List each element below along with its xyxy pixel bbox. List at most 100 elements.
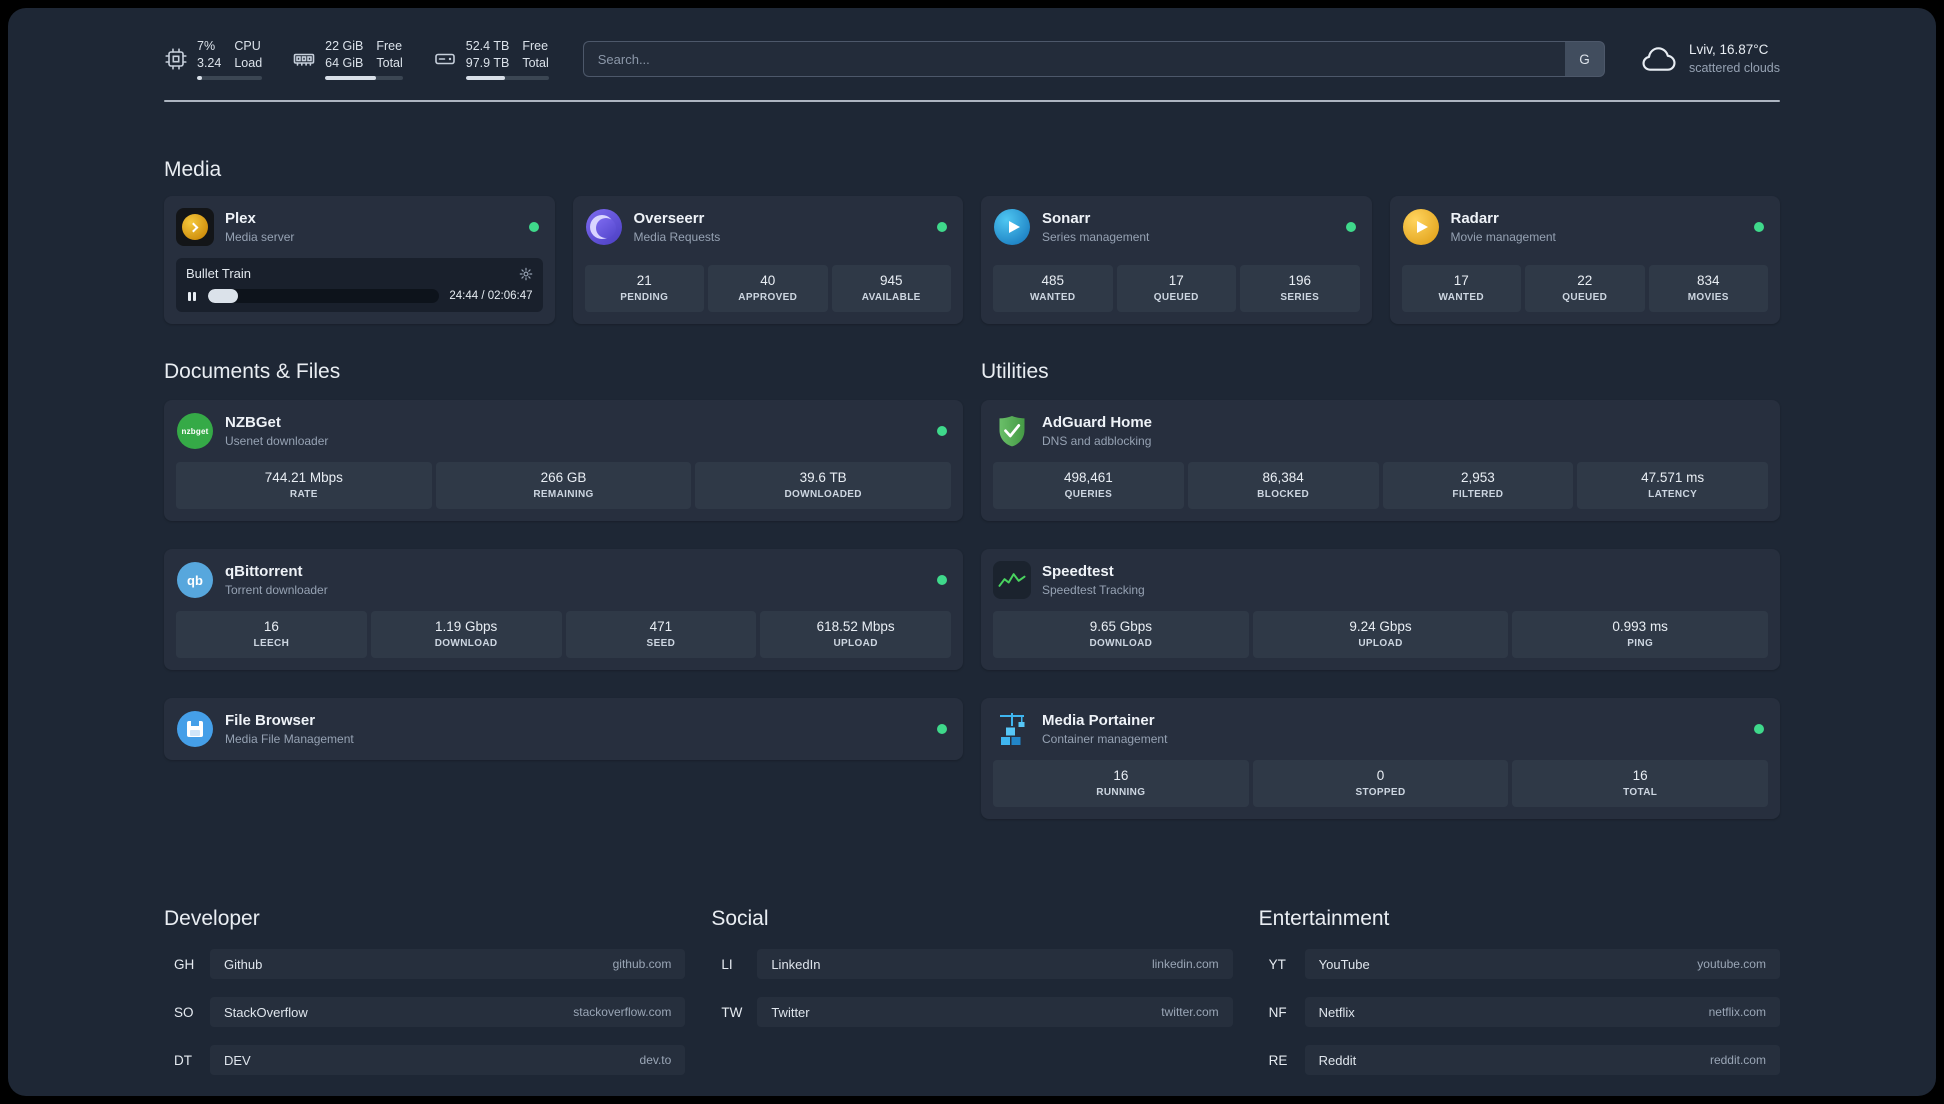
- pause-icon[interactable]: [186, 291, 198, 301]
- service-card-overseerr: Overseerr Media Requests 21 PENDING 40 A…: [572, 196, 963, 324]
- weather-condition: scattered clouds: [1688, 60, 1780, 75]
- service-name: Radarr: [1450, 210, 1499, 227]
- bookmark-linkedin[interactable]: LI LinkedIn linkedin.com: [711, 949, 1233, 979]
- stat-label: QUEUED: [1153, 292, 1199, 303]
- stat-value: 16: [263, 619, 279, 634]
- bookmark-name: Twitter: [771, 1004, 810, 1020]
- stat-value: 21: [636, 273, 652, 288]
- stat-label: RATE: [289, 489, 318, 500]
- service-link-speedtest[interactable]: Speedtest Speedtest Tracking: [993, 561, 1768, 599]
- stat-tile: 196 SERIES: [1240, 265, 1360, 312]
- memory-total-label: Total: [376, 55, 403, 70]
- stat-value: 618.52 Mbps: [816, 619, 895, 634]
- stat-value: 16: [1632, 768, 1648, 783]
- stat-value: 485: [1041, 273, 1065, 288]
- bookmark-url: netflix.com: [1708, 1005, 1766, 1019]
- bookmarks-section: Developer GH Github github.com SO StackO…: [164, 907, 1780, 1093]
- stat-tile: 618.52 Mbps UPLOAD: [760, 611, 951, 658]
- memory-free-value: 22 GiB: [325, 39, 364, 53]
- disk-total-value: 97.9 TB: [465, 55, 510, 70]
- service-link-qbittorrent[interactable]: qb qBittorrent Torrent downloader: [176, 561, 951, 599]
- bookmark-stackoverflow[interactable]: SO StackOverflow stackoverflow.com: [164, 997, 686, 1027]
- bookmark-abbr: TW: [721, 1004, 743, 1020]
- service-card-portainer: Media Portainer Container management 16 …: [981, 698, 1780, 819]
- stat-tile: 485 WANTED: [993, 265, 1113, 312]
- stat-tile: 86,384 BLOCKED: [1187, 462, 1379, 509]
- stat-value: 17: [1168, 273, 1184, 288]
- service-link-overseerr[interactable]: Overseerr Media Requests: [585, 208, 952, 246]
- service-name: File Browser: [225, 712, 316, 729]
- cpu-usage-value: 7%: [197, 39, 216, 53]
- service-link-portainer[interactable]: Media Portainer Container management: [993, 710, 1768, 748]
- stat-label: REMAINING: [533, 489, 594, 500]
- memory-icon: [293, 53, 315, 66]
- status-dot: [528, 222, 539, 232]
- bookmark-twitter[interactable]: TW Twitter twitter.com: [711, 997, 1233, 1027]
- service-subtitle: Media File Management: [225, 732, 354, 746]
- section-title-entertainment: Entertainment: [1258, 907, 1390, 930]
- search-bar: G: [582, 41, 1605, 77]
- stat-tile: 498,461 QUERIES: [993, 462, 1184, 509]
- filebrowser-icon: [176, 710, 214, 748]
- cloud-icon: [1642, 47, 1676, 71]
- service-link-adguard[interactable]: AdGuard Home DNS and adblocking: [993, 412, 1768, 450]
- bookmark-group-entertainment: Entertainment YT YouTube youtube.com NF …: [1259, 907, 1780, 1093]
- service-link-nzbget[interactable]: nzbget NZBGet Usenet downloader: [176, 412, 951, 450]
- bookmark-youtube[interactable]: YT YouTube youtube.com: [1259, 949, 1780, 979]
- weather-widget[interactable]: Lviv, 16.87°C scattered clouds: [1639, 41, 1780, 76]
- service-link-radarr[interactable]: Radarr Movie management: [1402, 208, 1769, 246]
- stat-tile: 1.19 Gbps DOWNLOAD: [370, 611, 562, 658]
- stat-value: 498,461: [1063, 470, 1113, 485]
- stat-tile: 39.6 TB DOWNLOADED: [695, 462, 952, 509]
- overseerr-icon: [585, 208, 623, 246]
- service-link-filebrowser[interactable]: File Browser Media File Management: [176, 710, 951, 748]
- stat-tile: 21 PENDING: [584, 265, 704, 312]
- plex-icon: [176, 208, 214, 246]
- bookmark-reddit[interactable]: RE Reddit reddit.com: [1259, 1045, 1780, 1075]
- gear-icon[interactable]: [519, 267, 533, 281]
- bookmark-abbr: LI: [721, 956, 733, 972]
- service-stats: 16 LEECH 1.19 Gbps DOWNLOAD 471 SEED 618…: [176, 611, 951, 658]
- service-name: Speedtest: [1042, 563, 1114, 580]
- cpu-progress-bar: [197, 76, 263, 80]
- playback-progress-fill: [207, 289, 238, 303]
- qbittorrent-icon: qb: [176, 561, 214, 599]
- cpu-usage-label: CPU: [234, 39, 261, 53]
- bookmark-dev[interactable]: DT DEV dev.to: [164, 1045, 686, 1075]
- stat-label: LATENCY: [1648, 489, 1698, 500]
- stat-label: WANTED: [1438, 292, 1484, 303]
- service-name: Overseerr: [633, 210, 705, 227]
- service-stats: 16 RUNNING 0 STOPPED 16 TOTAL: [993, 760, 1769, 807]
- bookmark-github[interactable]: GH Github github.com: [164, 949, 686, 979]
- search-input[interactable]: [582, 41, 1565, 77]
- stat-label: MOVIES: [1687, 292, 1729, 303]
- service-subtitle: Series management: [1042, 230, 1150, 244]
- stat-value: 945: [879, 273, 903, 288]
- service-subtitle: Speedtest Tracking: [1042, 583, 1145, 597]
- stat-tile: 17 WANTED: [1401, 265, 1521, 312]
- service-stats: 744.21 Mbps RATE 266 GB REMAINING 39.6 T…: [176, 462, 952, 509]
- bookmark-url: youtube.com: [1697, 957, 1766, 971]
- stat-label: AVAILABLE: [861, 292, 921, 303]
- stat-tile: 266 GB REMAINING: [435, 462, 692, 509]
- stat-tile: 22 QUEUED: [1525, 265, 1645, 312]
- documents-column: Documents & Files nzbget NZBGet Usenet d…: [164, 324, 963, 788]
- playback-progress-bar[interactable]: [207, 289, 440, 303]
- bookmark-abbr: DT: [174, 1052, 192, 1068]
- service-link-plex[interactable]: Plex Media server: [176, 208, 543, 246]
- portainer-icon: [993, 710, 1031, 748]
- system-metrics: 7% 3.24 CPU Load: [164, 38, 549, 80]
- stat-tile: 17 QUEUED: [1116, 265, 1236, 312]
- cpu-icon: [165, 48, 187, 70]
- stat-tile: 16 TOTAL: [1512, 760, 1769, 807]
- stat-value: 2,953: [1460, 470, 1495, 485]
- bookmark-name: LinkedIn: [771, 956, 821, 972]
- service-link-sonarr[interactable]: Sonarr Series management: [993, 208, 1360, 246]
- disk-total-label: Total: [522, 55, 549, 70]
- radarr-icon: [1402, 208, 1440, 246]
- search-provider-button[interactable]: G: [1564, 41, 1605, 77]
- stat-tile: 47.571 ms LATENCY: [1577, 462, 1768, 509]
- bookmark-netflix[interactable]: NF Netflix netflix.com: [1259, 997, 1780, 1027]
- stat-value: 16: [1113, 768, 1129, 783]
- stat-value: 22: [1577, 273, 1593, 288]
